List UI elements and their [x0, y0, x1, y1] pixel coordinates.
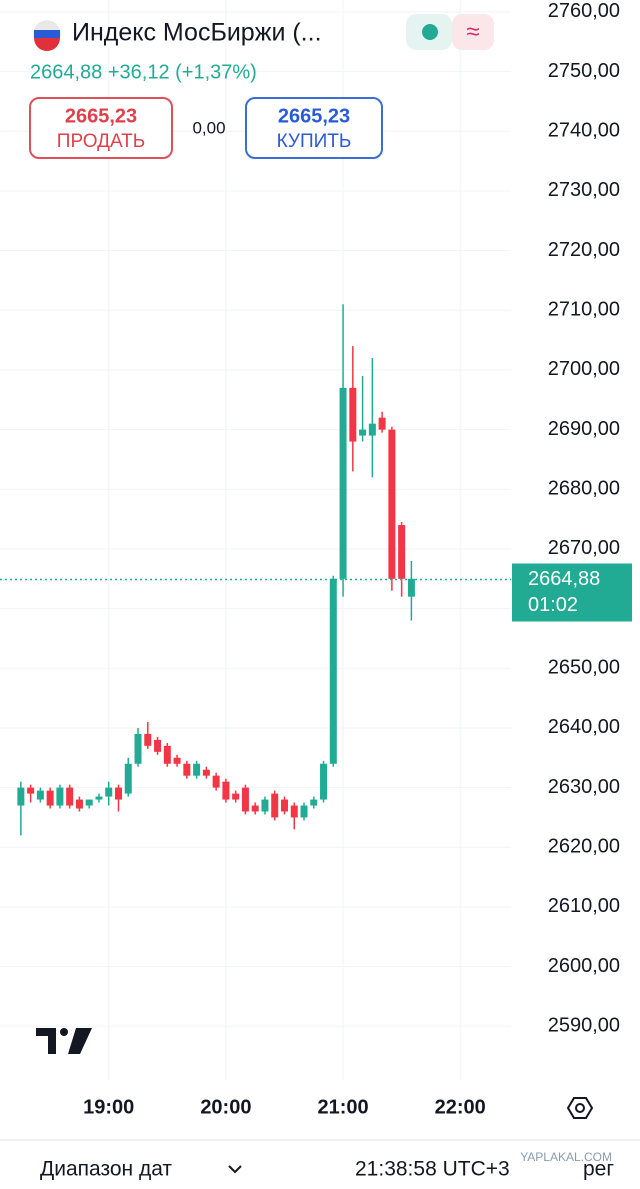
status-dot	[422, 24, 438, 40]
y-tick-label: 2590,00	[548, 1015, 620, 1037]
buy-button[interactable]	[245, 97, 383, 159]
y-tick-label: 2600,00	[548, 955, 620, 977]
sell-button[interactable]	[29, 97, 173, 159]
candle-body	[329, 578, 337, 764]
candle-body	[241, 787, 249, 812]
logo-part	[36, 1028, 56, 1054]
candle-body	[144, 733, 152, 746]
settings-hole	[575, 1103, 585, 1113]
last-price-label: 2664,88	[528, 568, 600, 590]
y-tick-label: 2690,00	[548, 418, 620, 440]
candle-body	[66, 787, 74, 806]
x-tick-label: 20:00	[200, 1096, 251, 1118]
candle-body	[398, 525, 406, 579]
settings-icon[interactable]	[566, 1097, 594, 1119]
candle-body	[193, 763, 201, 776]
y-tick-label: 2760,00	[548, 0, 620, 22]
candle-body	[222, 781, 230, 800]
candle-body	[407, 578, 415, 597]
delay-button[interactable]	[452, 14, 494, 50]
candle-body	[251, 805, 259, 812]
candle-body	[124, 763, 132, 794]
flag-bottom	[34, 38, 60, 51]
candle-body	[349, 387, 357, 442]
candle-body	[75, 799, 83, 809]
candle-body	[46, 790, 54, 806]
candle-body	[212, 775, 220, 788]
x-tick-label: 19:00	[83, 1096, 134, 1118]
y-tick-label: 2740,00	[548, 120, 620, 142]
x-tick-label: 22:00	[435, 1096, 486, 1118]
logo-part	[68, 1028, 92, 1054]
spread: 0,00	[192, 118, 225, 137]
candle-body	[95, 796, 103, 800]
candle-body	[202, 769, 210, 776]
y-tick-label: 2720,00	[548, 239, 620, 261]
y-tick-label: 2630,00	[548, 776, 620, 798]
y-tick-label: 2700,00	[548, 358, 620, 380]
candle-body	[105, 787, 113, 797]
candle-body	[56, 787, 64, 806]
candle-body	[339, 387, 347, 579]
y-tick-label: 2650,00	[548, 657, 620, 679]
tv-logo	[36, 1028, 92, 1054]
header: Индекс МосБиржи (... ≈ 2664,88 +36,12 (+…	[29, 14, 494, 159]
title: Индекс МосБиржи (...	[72, 19, 322, 47]
candle-body	[388, 429, 396, 579]
quote: 2664,88 +36,12 (+1,37%)	[30, 61, 257, 83]
y-tick-label: 2640,00	[548, 716, 620, 738]
clock: 21:38:58 UTC+3	[355, 1158, 510, 1181]
y-tick-label: 2730,00	[548, 179, 620, 201]
range-button[interactable]: Диапазон дат	[40, 1158, 172, 1181]
candle-body	[359, 429, 367, 436]
flag-mid	[34, 30, 60, 38]
candle-body	[27, 787, 35, 794]
buy-price: 2665,23	[278, 105, 350, 127]
grid	[0, 0, 511, 1080]
sell-label: ПРОДАТЬ	[57, 131, 145, 152]
settings-hex	[566, 1097, 594, 1119]
logo-part	[60, 1028, 68, 1036]
watermark: YAPLAKAL.COM	[520, 1150, 612, 1164]
candle-body	[183, 763, 191, 776]
y-tick-label: 2670,00	[548, 537, 620, 559]
candle-body	[378, 417, 386, 430]
y-tick-label: 2750,00	[548, 60, 620, 82]
last-price-box	[512, 563, 632, 622]
candle-body	[280, 799, 288, 812]
y-tick-label: 2620,00	[548, 836, 620, 858]
candle-body	[163, 745, 171, 764]
buy-label: КУПИТЬ	[277, 131, 352, 152]
candle-body	[85, 799, 93, 806]
chevron	[228, 1165, 242, 1174]
candle-body	[36, 790, 44, 800]
candle-body	[320, 763, 328, 800]
candle-body	[310, 799, 318, 806]
y-tick-label: 2680,00	[548, 478, 620, 500]
countdown: 01:02	[528, 594, 578, 616]
candle-body	[134, 733, 142, 764]
y-tick-label: 2710,00	[548, 299, 620, 321]
candle-body	[261, 799, 269, 812]
session: рег	[583, 1158, 614, 1181]
candle-body	[232, 793, 240, 800]
sell-price: 2665,23	[65, 105, 137, 127]
delay-icon: ≈	[466, 18, 479, 45]
candle-body	[114, 787, 122, 800]
x-tick-label: 21:00	[317, 1096, 368, 1118]
y-tick-label: 2610,00	[548, 895, 620, 917]
candle-body	[271, 793, 279, 818]
candle-body	[290, 805, 298, 818]
candle-body	[300, 805, 308, 818]
candle-body	[173, 757, 181, 764]
candle-body	[17, 787, 25, 806]
candle-body	[154, 739, 162, 752]
candles	[17, 304, 415, 836]
candle-body	[368, 423, 376, 436]
